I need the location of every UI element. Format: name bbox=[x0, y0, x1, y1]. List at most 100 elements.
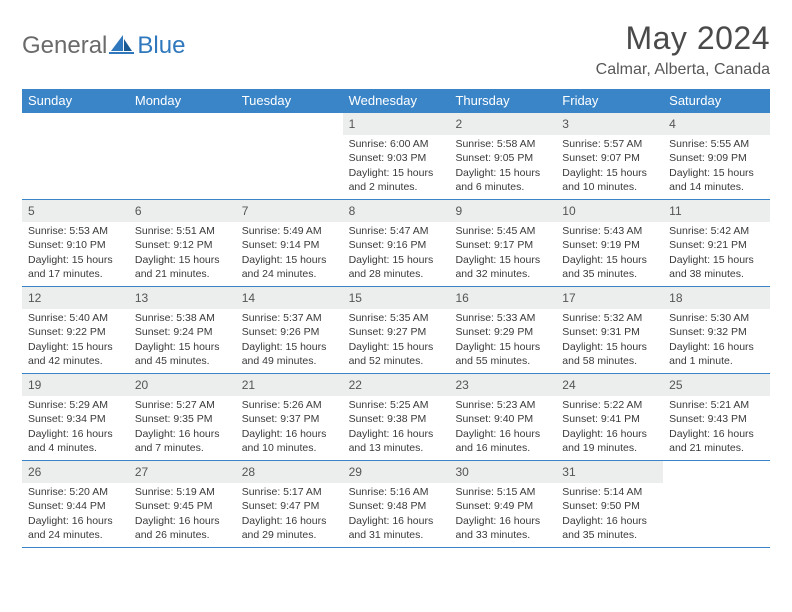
sunrise-line: Sunrise: 6:00 AM bbox=[349, 137, 444, 151]
day-number: 5 bbox=[22, 200, 129, 222]
day-cell: 24Sunrise: 5:22 AMSunset: 9:41 PMDayligh… bbox=[556, 374, 663, 460]
day-cell: 18Sunrise: 5:30 AMSunset: 9:32 PMDayligh… bbox=[663, 287, 770, 373]
day-details: Sunrise: 5:58 AMSunset: 9:05 PMDaylight:… bbox=[449, 135, 556, 198]
day-details: Sunrise: 5:45 AMSunset: 9:17 PMDaylight:… bbox=[449, 222, 556, 285]
sunrise-line: Sunrise: 5:14 AM bbox=[562, 485, 657, 499]
day-details: Sunrise: 5:17 AMSunset: 9:47 PMDaylight:… bbox=[236, 483, 343, 546]
day-number: 16 bbox=[449, 287, 556, 309]
sunrise-line: Sunrise: 5:47 AM bbox=[349, 224, 444, 238]
logo-sail-icon bbox=[109, 33, 135, 60]
sunset-line: Sunset: 9:50 PM bbox=[562, 499, 657, 513]
sunset-line: Sunset: 9:43 PM bbox=[669, 412, 764, 426]
sunrise-line: Sunrise: 5:33 AM bbox=[455, 311, 550, 325]
sunrise-line: Sunrise: 5:27 AM bbox=[135, 398, 230, 412]
daylight-line: Daylight: 15 hours and 42 minutes. bbox=[28, 340, 123, 368]
day-cell: 19Sunrise: 5:29 AMSunset: 9:34 PMDayligh… bbox=[22, 374, 129, 460]
sunset-line: Sunset: 9:41 PM bbox=[562, 412, 657, 426]
day-number: 23 bbox=[449, 374, 556, 396]
day-details: Sunrise: 5:26 AMSunset: 9:37 PMDaylight:… bbox=[236, 396, 343, 459]
day-cell: 17Sunrise: 5:32 AMSunset: 9:31 PMDayligh… bbox=[556, 287, 663, 373]
day-details: Sunrise: 5:22 AMSunset: 9:41 PMDaylight:… bbox=[556, 396, 663, 459]
day-cell: 30Sunrise: 5:15 AMSunset: 9:49 PMDayligh… bbox=[449, 461, 556, 547]
day-details: Sunrise: 5:43 AMSunset: 9:19 PMDaylight:… bbox=[556, 222, 663, 285]
sunset-line: Sunset: 9:27 PM bbox=[349, 325, 444, 339]
day-number: 20 bbox=[129, 374, 236, 396]
weekday-header-cell: Tuesday bbox=[236, 89, 343, 113]
sunrise-line: Sunrise: 5:42 AM bbox=[669, 224, 764, 238]
daylight-line: Daylight: 15 hours and 58 minutes. bbox=[562, 340, 657, 368]
sunrise-line: Sunrise: 5:38 AM bbox=[135, 311, 230, 325]
daylight-line: Daylight: 15 hours and 49 minutes. bbox=[242, 340, 337, 368]
daylight-line: Daylight: 15 hours and 35 minutes. bbox=[562, 253, 657, 281]
sunset-line: Sunset: 9:31 PM bbox=[562, 325, 657, 339]
sunrise-line: Sunrise: 5:45 AM bbox=[455, 224, 550, 238]
sunset-line: Sunset: 9:12 PM bbox=[135, 238, 230, 252]
sunset-line: Sunset: 9:26 PM bbox=[242, 325, 337, 339]
day-cell: 8Sunrise: 5:47 AMSunset: 9:16 PMDaylight… bbox=[343, 200, 450, 286]
day-cell: . bbox=[129, 113, 236, 199]
location: Calmar, Alberta, Canada bbox=[596, 61, 770, 79]
daylight-line: Daylight: 15 hours and 24 minutes. bbox=[242, 253, 337, 281]
day-details: Sunrise: 5:35 AMSunset: 9:27 PMDaylight:… bbox=[343, 309, 450, 372]
day-number: 15 bbox=[343, 287, 450, 309]
sunrise-line: Sunrise: 5:58 AM bbox=[455, 137, 550, 151]
day-cell: 4Sunrise: 5:55 AMSunset: 9:09 PMDaylight… bbox=[663, 113, 770, 199]
day-number: 24 bbox=[556, 374, 663, 396]
day-number: 18 bbox=[663, 287, 770, 309]
daylight-line: Daylight: 15 hours and 17 minutes. bbox=[28, 253, 123, 281]
day-details: Sunrise: 5:33 AMSunset: 9:29 PMDaylight:… bbox=[449, 309, 556, 372]
sunrise-line: Sunrise: 5:40 AM bbox=[28, 311, 123, 325]
sunset-line: Sunset: 9:24 PM bbox=[135, 325, 230, 339]
daylight-line: Daylight: 16 hours and 33 minutes. bbox=[455, 514, 550, 542]
day-cell: 15Sunrise: 5:35 AMSunset: 9:27 PMDayligh… bbox=[343, 287, 450, 373]
day-cell: 9Sunrise: 5:45 AMSunset: 9:17 PMDaylight… bbox=[449, 200, 556, 286]
daylight-line: Daylight: 16 hours and 35 minutes. bbox=[562, 514, 657, 542]
sunset-line: Sunset: 9:49 PM bbox=[455, 499, 550, 513]
week-row: 19Sunrise: 5:29 AMSunset: 9:34 PMDayligh… bbox=[22, 374, 770, 461]
daylight-line: Daylight: 15 hours and 28 minutes. bbox=[349, 253, 444, 281]
day-details: Sunrise: 5:42 AMSunset: 9:21 PMDaylight:… bbox=[663, 222, 770, 285]
day-number: 4 bbox=[663, 113, 770, 135]
day-number: 30 bbox=[449, 461, 556, 483]
sunrise-line: Sunrise: 5:35 AM bbox=[349, 311, 444, 325]
daylight-line: Daylight: 15 hours and 55 minutes. bbox=[455, 340, 550, 368]
day-number: 31 bbox=[556, 461, 663, 483]
day-number: 9 bbox=[449, 200, 556, 222]
weekday-header-cell: Saturday bbox=[663, 89, 770, 113]
sunrise-line: Sunrise: 5:19 AM bbox=[135, 485, 230, 499]
day-number: 22 bbox=[343, 374, 450, 396]
day-cell: 6Sunrise: 5:51 AMSunset: 9:12 PMDaylight… bbox=[129, 200, 236, 286]
month-title: May 2024 bbox=[596, 20, 770, 57]
sunrise-line: Sunrise: 5:43 AM bbox=[562, 224, 657, 238]
daylight-line: Daylight: 16 hours and 19 minutes. bbox=[562, 427, 657, 455]
sunrise-line: Sunrise: 5:22 AM bbox=[562, 398, 657, 412]
day-details: Sunrise: 5:32 AMSunset: 9:31 PMDaylight:… bbox=[556, 309, 663, 372]
day-cell: 13Sunrise: 5:38 AMSunset: 9:24 PMDayligh… bbox=[129, 287, 236, 373]
day-number: 1 bbox=[343, 113, 450, 135]
day-cell: 29Sunrise: 5:16 AMSunset: 9:48 PMDayligh… bbox=[343, 461, 450, 547]
title-block: May 2024 Calmar, Alberta, Canada bbox=[596, 20, 770, 79]
daylight-line: Daylight: 15 hours and 14 minutes. bbox=[669, 166, 764, 194]
sunset-line: Sunset: 9:10 PM bbox=[28, 238, 123, 252]
sunset-line: Sunset: 9:32 PM bbox=[669, 325, 764, 339]
sunset-line: Sunset: 9:38 PM bbox=[349, 412, 444, 426]
day-cell: . bbox=[663, 461, 770, 547]
day-cell: 20Sunrise: 5:27 AMSunset: 9:35 PMDayligh… bbox=[129, 374, 236, 460]
weekday-header-cell: Friday bbox=[556, 89, 663, 113]
sunset-line: Sunset: 9:35 PM bbox=[135, 412, 230, 426]
daylight-line: Daylight: 16 hours and 16 minutes. bbox=[455, 427, 550, 455]
sunset-line: Sunset: 9:44 PM bbox=[28, 499, 123, 513]
sunrise-line: Sunrise: 5:20 AM bbox=[28, 485, 123, 499]
sunset-line: Sunset: 9:03 PM bbox=[349, 151, 444, 165]
day-details: Sunrise: 5:47 AMSunset: 9:16 PMDaylight:… bbox=[343, 222, 450, 285]
day-number: 2 bbox=[449, 113, 556, 135]
daylight-line: Daylight: 15 hours and 6 minutes. bbox=[455, 166, 550, 194]
sunset-line: Sunset: 9:21 PM bbox=[669, 238, 764, 252]
sunrise-line: Sunrise: 5:37 AM bbox=[242, 311, 337, 325]
sunrise-line: Sunrise: 5:25 AM bbox=[349, 398, 444, 412]
sunrise-line: Sunrise: 5:51 AM bbox=[135, 224, 230, 238]
day-number: 11 bbox=[663, 200, 770, 222]
day-cell: 21Sunrise: 5:26 AMSunset: 9:37 PMDayligh… bbox=[236, 374, 343, 460]
sunrise-line: Sunrise: 5:23 AM bbox=[455, 398, 550, 412]
day-details: Sunrise: 5:29 AMSunset: 9:34 PMDaylight:… bbox=[22, 396, 129, 459]
